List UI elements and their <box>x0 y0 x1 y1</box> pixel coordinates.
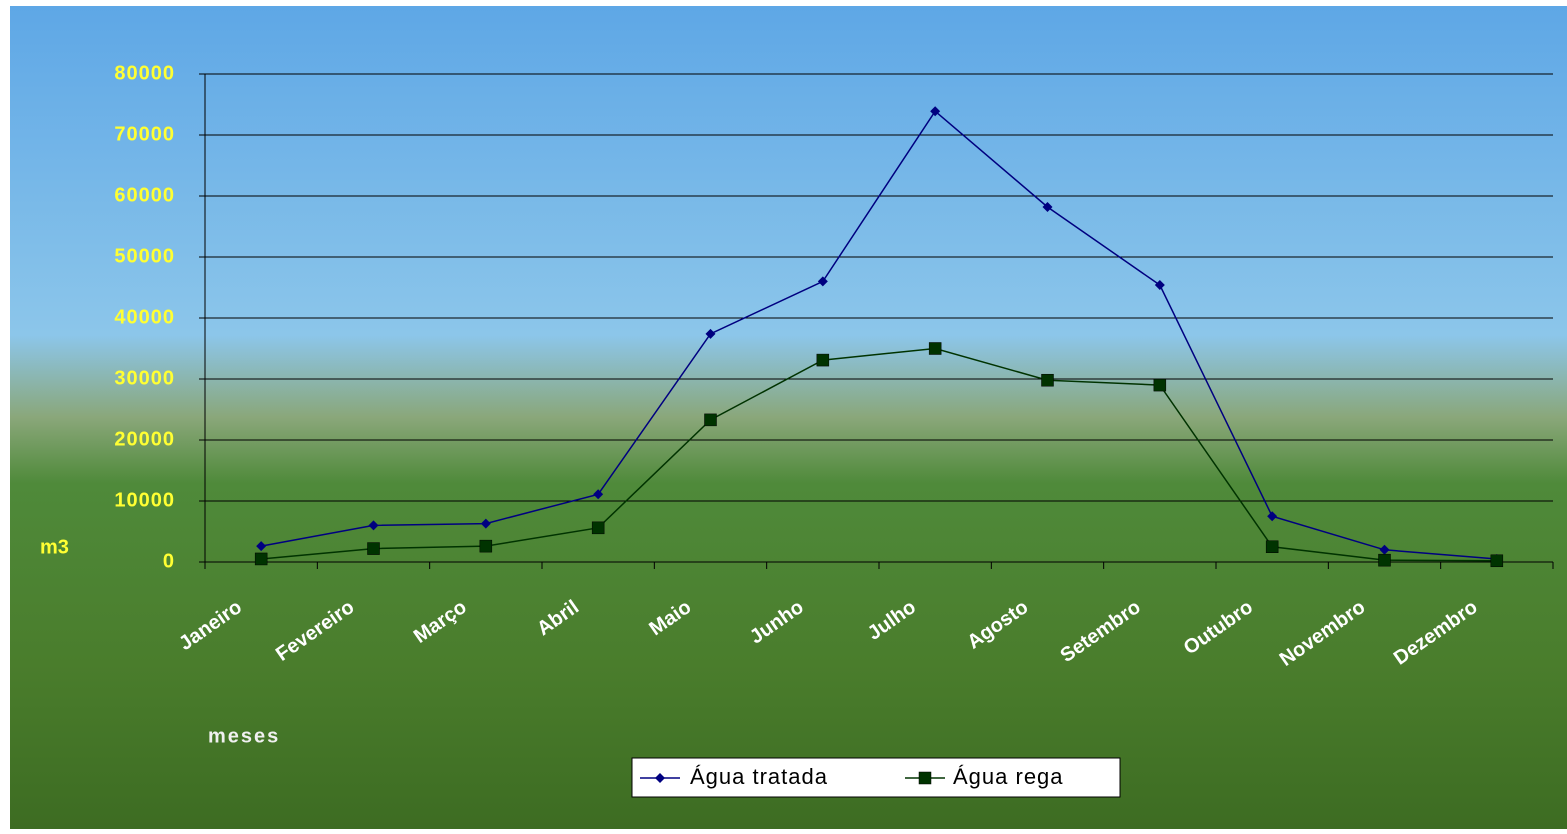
marker <box>254 552 268 566</box>
y-tick-label: 80000 <box>114 62 175 84</box>
marker <box>1378 553 1391 567</box>
marker <box>1041 373 1054 387</box>
marker <box>256 541 267 552</box>
marker <box>1267 511 1278 522</box>
series-line <box>261 110 1497 560</box>
series-line <box>261 347 1497 562</box>
legend-label: Água tratada <box>690 764 828 789</box>
legend-marker <box>918 771 932 785</box>
y-tick-label: 40000 <box>114 306 175 328</box>
y-tick-label: 0 <box>163 550 175 572</box>
marker <box>593 489 604 500</box>
marker <box>1490 554 1504 568</box>
y-tick-label: 10000 <box>114 489 175 511</box>
marker <box>591 521 605 535</box>
marker <box>928 342 942 355</box>
y-axis-label: m3 <box>40 536 69 558</box>
marker <box>367 542 380 555</box>
marker <box>1042 201 1053 212</box>
legend-label: Água rega <box>953 764 1064 789</box>
marker <box>1265 540 1279 553</box>
marker <box>480 518 491 529</box>
y-tick-label: 50000 <box>114 245 175 267</box>
marker <box>817 276 828 287</box>
y-tick-label: 70000 <box>114 123 175 145</box>
legend-box <box>631 757 1121 798</box>
x-axis-label: meses <box>208 725 280 747</box>
background <box>10 6 1567 829</box>
marker <box>479 539 493 553</box>
y-tick-label: 60000 <box>114 184 175 206</box>
marker <box>1379 544 1390 555</box>
marker <box>368 520 379 531</box>
legend-marker <box>655 773 665 783</box>
marker <box>1154 280 1165 291</box>
marker <box>705 328 716 339</box>
marker <box>816 353 830 367</box>
marker <box>704 413 717 427</box>
legend: Água tratada Água rega <box>631 757 1121 798</box>
marker <box>1153 378 1167 392</box>
y-tick-label: 30000 <box>114 367 175 389</box>
marker <box>930 106 941 117</box>
y-tick-label: 20000 <box>114 428 175 450</box>
